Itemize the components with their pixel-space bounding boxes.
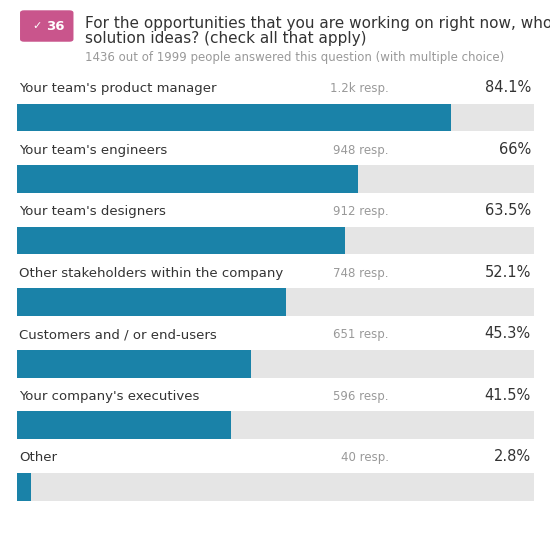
Bar <box>16 411 534 439</box>
Text: Your company's executives: Your company's executives <box>19 390 200 403</box>
Text: Customers and / or end-users: Customers and / or end-users <box>19 328 217 341</box>
Text: solution ideas? (check all that apply): solution ideas? (check all that apply) <box>85 31 367 47</box>
Text: Your team's engineers: Your team's engineers <box>19 144 167 157</box>
Text: 41.5%: 41.5% <box>485 388 531 403</box>
Text: 748 resp.: 748 resp. <box>333 267 389 280</box>
FancyBboxPatch shape <box>20 10 74 42</box>
Text: Other stakeholders within the company: Other stakeholders within the company <box>19 267 283 280</box>
Bar <box>16 350 251 378</box>
Text: 1436 out of 1999 people answered this question (with multiple choice): 1436 out of 1999 people answered this qu… <box>85 51 504 64</box>
Text: 63.5%: 63.5% <box>485 203 531 218</box>
Text: Other: Other <box>19 451 57 464</box>
Bar <box>16 350 534 378</box>
Text: Your team's product manager: Your team's product manager <box>19 82 217 95</box>
Text: 84.1%: 84.1% <box>485 80 531 95</box>
Bar <box>16 104 534 131</box>
Text: Your team's designers: Your team's designers <box>19 205 166 218</box>
Text: 40 resp.: 40 resp. <box>341 451 389 464</box>
Bar <box>16 165 534 193</box>
Text: 66%: 66% <box>499 141 531 157</box>
Text: 36: 36 <box>46 20 65 33</box>
Text: 2.8%: 2.8% <box>494 449 531 464</box>
Bar <box>16 227 534 254</box>
Text: 1.2k resp.: 1.2k resp. <box>330 82 389 95</box>
Bar <box>16 473 31 501</box>
Text: ✓: ✓ <box>32 21 42 31</box>
Bar <box>16 165 358 193</box>
Text: 651 resp.: 651 resp. <box>333 328 389 341</box>
Bar <box>16 473 534 501</box>
Text: 948 resp.: 948 resp. <box>333 144 389 157</box>
Text: 52.1%: 52.1% <box>485 264 531 280</box>
Text: 912 resp.: 912 resp. <box>333 205 389 218</box>
Bar <box>16 227 345 254</box>
Bar <box>16 411 231 439</box>
Text: 45.3%: 45.3% <box>485 326 531 341</box>
Text: 596 resp.: 596 resp. <box>333 390 389 403</box>
Text: For the opportunities that you are working on right now, who contributed: For the opportunities that you are worki… <box>85 16 550 31</box>
Bar <box>16 288 534 316</box>
Bar <box>16 104 452 131</box>
Bar <box>16 288 286 316</box>
